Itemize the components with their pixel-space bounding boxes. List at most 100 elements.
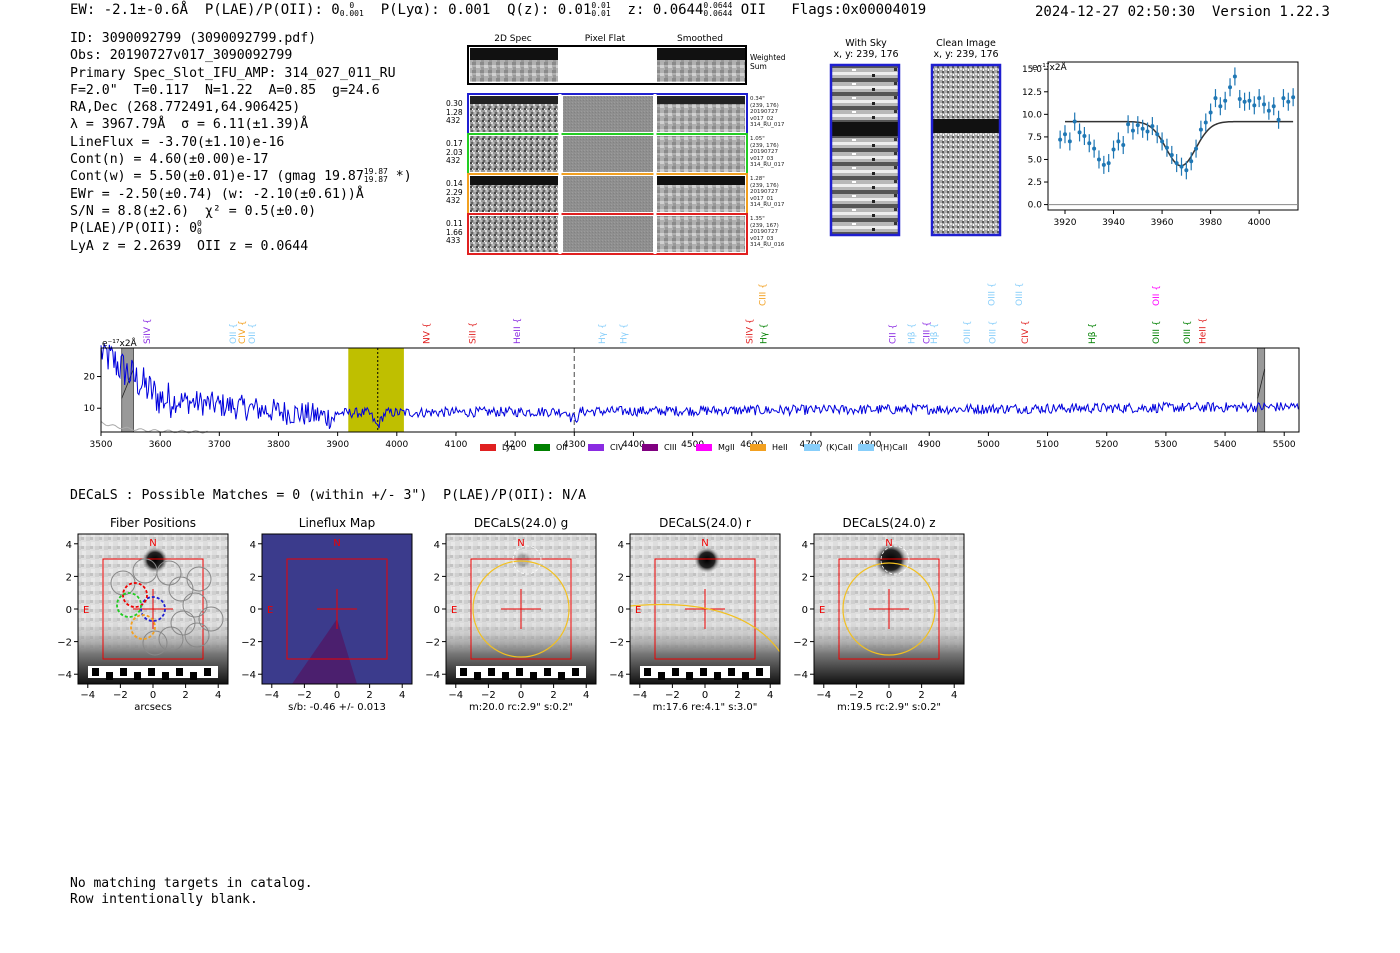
x-tick-label: 0 (886, 690, 892, 701)
y-tick-label: −4 (425, 670, 440, 681)
zoom-point (1194, 146, 1199, 151)
legend-swatch (804, 444, 820, 451)
legend-swatch (696, 444, 712, 451)
contw-end: *) (387, 169, 412, 185)
cutout-images (467, 45, 748, 255)
y-tick-label: 0 (618, 605, 624, 616)
y-tick-label: −2 (241, 638, 256, 649)
sky-image-frames (829, 63, 1002, 237)
full-ylabel: e⁻¹⁷x2Å (102, 337, 138, 349)
row1-right: 0.34" (239, 176) 20190727 v017_02 314_RU… (750, 96, 785, 129)
legend-swatch (534, 444, 550, 451)
full-xtick-label: 4900 (918, 440, 941, 450)
full-xtick-label: 3500 (90, 440, 113, 450)
zoom-point (1276, 117, 1281, 122)
row2-left: 0.17 2.03 432 (446, 139, 463, 165)
with-sky-frame (829, 63, 901, 237)
emission-label: CIII { (758, 283, 768, 306)
fiber-outline (198, 606, 224, 632)
zoom-point (1067, 139, 1072, 144)
zoom-point (1208, 110, 1213, 115)
zoom-point (1145, 129, 1150, 134)
x-tick-label: −2 (481, 690, 496, 701)
zoom-fit-line (1065, 120, 1294, 167)
zoom-point (1077, 130, 1082, 135)
y-tick-label: 4 (434, 540, 440, 551)
fiber-row-4 (467, 213, 748, 255)
full-xtick-label: 3900 (326, 440, 349, 450)
panel-title: Fiber Positions (110, 516, 196, 530)
info-contn: Cont(n) = 4.60(±0.00)e-17 (70, 152, 269, 168)
zoom-point (1262, 102, 1267, 107)
zoom-point (1164, 145, 1169, 150)
compass-n: N (149, 538, 156, 549)
weighted-sum-row (467, 45, 747, 85)
full-xtick-label: 3700 (208, 440, 231, 450)
row3-left: 0.14 2.29 432 (446, 179, 463, 205)
x-tick-label: 0 (702, 690, 708, 701)
pixel-block (530, 672, 537, 680)
col-title-smoothed: Smoothed (677, 34, 723, 44)
col-title-pixelflat: Pixel Flat (584, 34, 626, 44)
zoom-point (1213, 96, 1218, 101)
full-xtick-label: 4500 (681, 440, 704, 450)
pixel-block (148, 668, 155, 676)
aperture-ellipse (842, 562, 936, 656)
compass-e: E (267, 605, 273, 616)
zoom-point (1174, 161, 1179, 166)
ew-value: EW: -2.1±-0.6Å (70, 2, 189, 18)
detection-info: ID: 3090092799 (3090092799.pdf) Obs: 2019… (70, 30, 412, 255)
zoom-point (1126, 122, 1131, 127)
zoom-ytick-label: 10.0 (1022, 110, 1042, 120)
zoom-xtick-label: 4000 (1248, 218, 1271, 228)
clean-coords: x, y: 239, 176 (933, 49, 999, 60)
emission-label: OIII { (1183, 320, 1193, 344)
row4-left: 0.11 1.66 433 (446, 219, 463, 245)
legend-label: MgII (718, 443, 735, 452)
x-tick-label: 2 (182, 690, 188, 701)
pixel-block (672, 668, 679, 676)
y-tick-label: 2 (434, 572, 440, 583)
legend-swatch (588, 444, 604, 451)
pixel-block (644, 668, 651, 676)
compass-e: E (635, 605, 641, 616)
x-tick-label: −4 (448, 690, 463, 701)
zoom-point (1291, 95, 1296, 100)
panel-xlabel: m:17.6 re:4.1" s:3.0" (653, 702, 758, 710)
zoom-point (1058, 137, 1063, 142)
zoom-point (1252, 103, 1257, 108)
zoom-xtick-label: 3980 (1199, 218, 1222, 228)
compass-n: N (701, 538, 708, 549)
masked-hatch (121, 368, 134, 399)
full-xtick-label: 5400 (1214, 440, 1237, 450)
zoom-point (1111, 147, 1116, 152)
x-tick-label: 0 (150, 690, 156, 701)
pixel-block (516, 668, 523, 676)
zoom-point (1121, 143, 1126, 148)
legend-swatch (480, 444, 496, 451)
emission-label: Hγ { (619, 323, 629, 344)
pixel-block (474, 672, 481, 680)
emission-label: OII { (1152, 285, 1162, 306)
zoom-ytick-label: 12.5 (1022, 88, 1042, 98)
y-tick-label: 4 (250, 540, 256, 551)
y-tick-label: −4 (57, 670, 72, 681)
full-xtick-label: 5100 (1036, 440, 1059, 450)
pixel-block (728, 668, 735, 676)
zoom-axes: 3920 3940 3960 3980 4000 0.0 2.5 5.0 7.5 10.0 12.5… (1022, 61, 1299, 228)
info-lambda: λ = 3967.79Å σ = 6.11(±1.39)Å (70, 117, 309, 133)
x-tick-label: −2 (849, 690, 864, 701)
panel-title: DECaLS(24.0) g (474, 516, 568, 530)
zoom-fit-path (1065, 120, 1294, 167)
legend-label: HeII (772, 443, 788, 452)
legend-swatch (642, 444, 658, 451)
legend-label: CIII (664, 443, 677, 452)
spectra-cutouts: 2D Spec Pixel Flat Smoothed (440, 30, 800, 260)
z-value: z: 0.0644 (627, 2, 704, 18)
info-sn: S/N = 8.8(±2.6) χ² = 0.5(±0.0) (70, 203, 317, 219)
zoom-point (1232, 74, 1237, 79)
x-tick-label: 0 (334, 690, 340, 701)
y-tick-label: 4 (802, 540, 808, 551)
panel-xlabel: m:20.0 rc:2.9" s:0.2" (469, 702, 573, 710)
